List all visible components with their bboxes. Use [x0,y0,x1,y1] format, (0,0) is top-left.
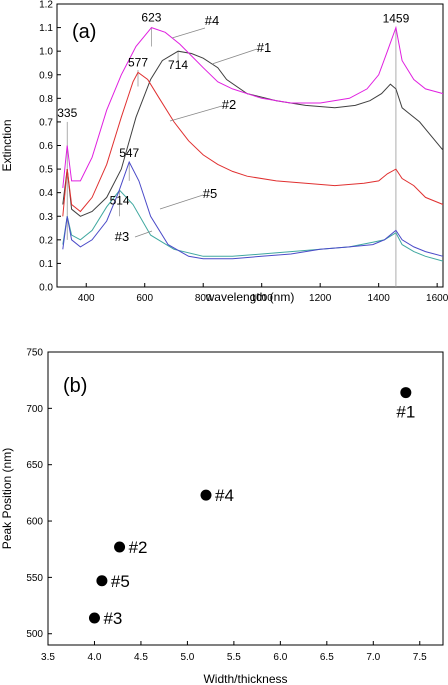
series-callout-5: #5 [203,186,217,201]
y-tick-label-a: 0.4 [39,188,53,199]
data-point-3 [88,612,100,624]
y-tick-label-b: 550 [26,573,43,584]
peak-label-547: 547 [119,146,139,160]
data-point-1 [400,387,412,399]
x-tick-label-a: 1200 [309,293,332,304]
x-tick-label-b: 7.0 [366,652,380,663]
y-tick-label-a: 0.5 [39,165,53,176]
x-tick-label-a: 1000 [251,293,274,304]
x-tick-label-b: 4.5 [134,652,148,663]
peak-label-335: 335 [57,106,77,120]
x-tick-label-b: 5.0 [180,652,194,663]
panel-label-a: (a) [72,21,96,43]
point-label-1: #1 [396,403,415,422]
data-point-4 [200,489,212,501]
y-tick-label-a: 0.8 [39,94,53,105]
peak-label-577: 577 [128,55,148,69]
series-line-1 [62,50,444,217]
point-label-4: #4 [215,486,234,505]
x-tick-label-b: 6.0 [273,652,287,663]
y-tick-label-a: 1.0 [39,47,53,58]
panel-label-b: (b) [63,375,87,397]
point-label-5: #5 [111,572,130,591]
y-tick-label-a: 0.6 [39,141,53,152]
y-tick-label-b: 700 [26,404,43,415]
series-callout-2: #2 [222,97,236,112]
series-callout-4: #4 [205,13,219,28]
callout-leader [134,230,153,238]
x-axis-label-b: Width/thickness [203,672,287,685]
plot-frame-a [56,3,444,288]
y-tick-label-b: 600 [26,517,43,528]
y-tick-label-b: 650 [26,460,43,471]
x-tick-label-b: 5.5 [227,652,241,663]
x-tick-label-a: 600 [136,293,153,304]
x-tick-label-a: 1400 [368,293,391,304]
y-tick-label-a: 0.1 [39,259,53,270]
x-tick-label-b: 6.5 [320,652,334,663]
callout-leader [211,48,258,65]
x-tick-label-a: 800 [195,293,212,304]
y-tick-label-a: 0.9 [39,70,53,81]
plot-frame-b [47,351,444,646]
data-point-2 [114,541,126,553]
y-tick-label-a: 0.2 [39,235,53,246]
series-line-2 [62,71,444,217]
y-axis-label-b: Peak Position (nm) [0,448,14,549]
y-tick-label-b: 500 [26,629,43,640]
y-tick-label-a: 1.2 [39,0,53,11]
peak-label-623: 623 [141,11,161,25]
callout-leader [169,105,223,122]
point-label-3: #3 [103,609,122,628]
y-tick-label-b: 750 [26,348,43,359]
peak-label-714: 714 [168,58,188,72]
y-tick-label-a: 0.0 [39,283,53,294]
y-axis-label-a: Extinction [0,119,14,171]
callout-leader [159,194,204,210]
series-line-5 [62,160,444,260]
callout-leader [171,27,206,39]
y-tick-label-a: 0.3 [39,212,53,223]
x-tick-label-b: 4.0 [88,652,102,663]
y-tick-label-a: 1.1 [39,23,53,34]
x-tick-label-a: 400 [78,293,95,304]
x-tick-label-b: 3.5 [41,652,55,663]
series-callout-3: #3 [115,229,129,244]
point-label-2: #2 [129,538,148,557]
y-tick-label-a: 0.7 [39,117,53,128]
x-axis-label-a: wavelength (nm) [205,290,295,304]
x-tick-label-b: 7.5 [413,652,427,663]
peak-label-514: 514 [110,193,130,207]
series-callout-1: #1 [257,40,271,55]
series-line-4 [62,25,444,188]
data-point-5 [96,575,108,587]
series-line-3 [62,189,444,262]
x-tick-label-a: 1600 [426,293,448,304]
peak-label-1459: 1459 [383,12,410,26]
